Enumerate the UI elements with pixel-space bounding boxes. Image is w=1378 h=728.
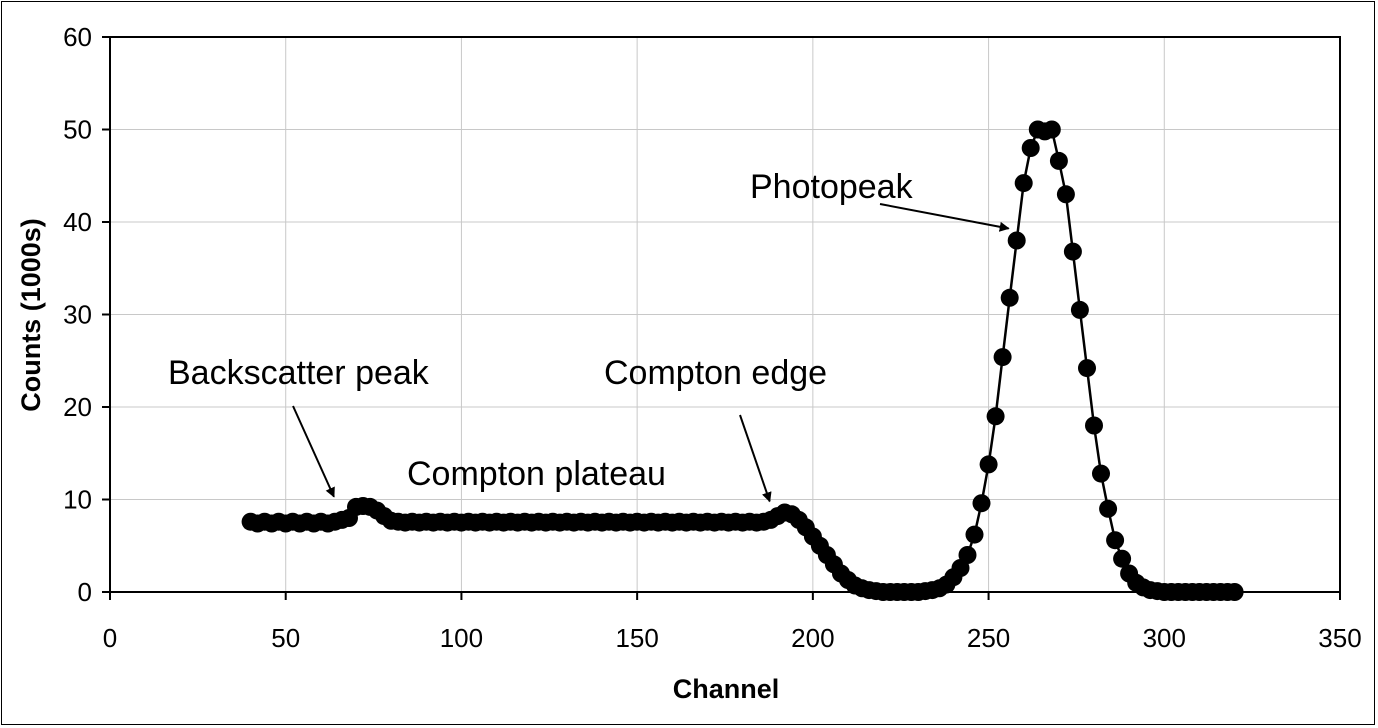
data-point <box>1106 531 1125 550</box>
data-point <box>1021 139 1040 157</box>
x-tick-label: 350 <box>1318 623 1361 653</box>
data-point <box>972 494 991 513</box>
x-tick-label: 150 <box>615 623 658 653</box>
x-tick-label: 200 <box>791 623 834 653</box>
data-point <box>1092 464 1110 483</box>
data-series <box>241 120 1244 601</box>
data-point <box>1225 583 1244 601</box>
data-point <box>1049 151 1068 170</box>
data-point <box>1056 185 1075 204</box>
x-axis-title: Channel <box>673 674 780 704</box>
y-tick-label: 10 <box>63 485 92 515</box>
data-point <box>1070 300 1089 319</box>
y-tick-label: 50 <box>63 115 92 145</box>
x-tick-label: 250 <box>967 623 1010 653</box>
data-point <box>986 407 1005 426</box>
data-point <box>1063 242 1082 261</box>
y-tick-label: 30 <box>63 300 92 330</box>
data-point <box>1042 120 1061 139</box>
annotation-compton-plateau: Compton plateau <box>407 455 666 493</box>
data-point <box>965 525 984 544</box>
y-tick-label: 40 <box>63 207 92 237</box>
data-point <box>958 546 977 564</box>
annotation-photopeak: Photopeak <box>750 168 914 206</box>
annotations: Photopeak Backscatter peak Compton plateau… <box>168 168 1010 503</box>
y-tick-label: 60 <box>63 22 92 52</box>
data-point <box>1113 549 1132 568</box>
x-tick-label: 300 <box>1143 623 1186 653</box>
data-point <box>1085 416 1103 435</box>
grid <box>110 37 1340 592</box>
data-point <box>1000 288 1019 307</box>
data-point <box>993 348 1012 367</box>
data-point <box>1014 174 1033 193</box>
data-point <box>979 455 998 474</box>
x-tick-label: 100 <box>440 623 483 653</box>
x-tick-label: 50 <box>271 623 300 653</box>
data-point <box>1078 359 1096 378</box>
annotation-backscatter-peak: Backscatter peak <box>168 354 430 392</box>
data-point <box>1099 499 1118 518</box>
x-tick-label: 0 <box>103 623 117 653</box>
y-tick-label: 20 <box>63 392 92 422</box>
annotation-compton-edge-arrow <box>739 414 772 503</box>
data-point <box>1007 231 1026 250</box>
axes: 0 50 100 150 200 250 300 350 0 10 20 30 40 50 60 <box>63 22 1362 653</box>
y-tick-label: 0 <box>78 577 92 607</box>
annotation-compton-edge: Compton edge <box>604 354 827 392</box>
annotation-backscatter-peak-arrow <box>292 405 335 498</box>
y-axis-title: Counts (1000s) <box>16 218 46 412</box>
annotation-photopeak-arrow <box>879 203 1010 232</box>
